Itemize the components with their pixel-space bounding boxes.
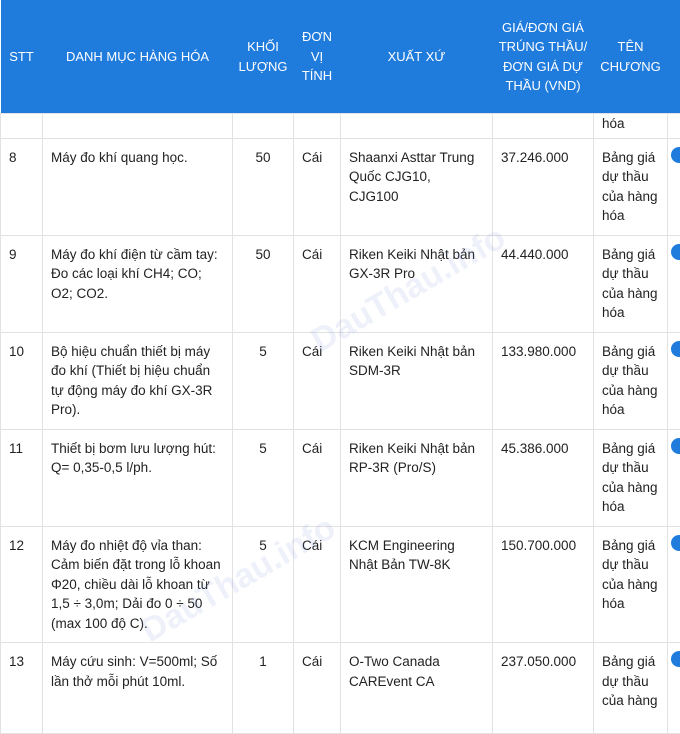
- origin-cell: Riken Keiki Nhật bản GX-3R Pro: [341, 235, 493, 332]
- header-price: GIÁ/ĐƠN GIÁ TRÚNG THẦU/ĐƠN GIÁ DỰ THẦU (…: [493, 0, 594, 114]
- stt-cell: 8: [1, 138, 43, 235]
- item-cell: Thiết bị bơm lưu lượng hút: Q= 0,35-0,5 …: [43, 429, 233, 526]
- chapter-cell: Bảng giá dự thầu của hàng hóa: [594, 138, 668, 235]
- origin-cell: Riken Keiki Nhật bản RP-3R (Pro/S): [341, 429, 493, 526]
- item-cell: Máy đo khí quang học.: [43, 138, 233, 235]
- item-cell: Máy đo khí điện từ cầm tay: Đo các loại …: [43, 235, 233, 332]
- origin-cell: Shaanxi Asttar Trung Quốc CJG10, CJG100: [341, 138, 493, 235]
- price-cell: 45.386.000: [493, 429, 594, 526]
- qty-cell: 5: [233, 429, 294, 526]
- origin-cell: Riken Keiki Nhật bản SDM-3R: [341, 332, 493, 429]
- price-cell: 237.050.000: [493, 643, 594, 734]
- origin-cell: O-Two Canada CAREvent CA: [341, 643, 493, 734]
- action-icon[interactable]: [671, 651, 680, 667]
- stt-cell: 10: [1, 332, 43, 429]
- table-row: hóa: [1, 114, 680, 139]
- header-extra: [668, 0, 680, 114]
- item-cell: Bộ hiệu chuẩn thiết bị máy đo khí (Thiết…: [43, 332, 233, 429]
- chapter-cell: Bảng giá dự thầu của hàng hóa: [594, 429, 668, 526]
- qty-cell: 5: [233, 526, 294, 643]
- action-icon[interactable]: [671, 535, 680, 551]
- price-cell: 44.440.000: [493, 235, 594, 332]
- unit-cell: Cái: [294, 526, 341, 643]
- action-icon[interactable]: [671, 341, 680, 357]
- qty-cell: 5: [233, 332, 294, 429]
- price-cell: 37.246.000: [493, 138, 594, 235]
- origin-cell: KCM Engineering Nhật Bản TW-8K: [341, 526, 493, 643]
- header-unit: ĐƠN VỊ TÍNH: [294, 0, 341, 114]
- header-chapter: TÊN CHƯƠNG: [594, 0, 668, 114]
- qty-cell: 50: [233, 138, 294, 235]
- unit-cell: Cái: [294, 138, 341, 235]
- chapter-cell: Bảng giá dự thầu của hàng hóa: [594, 235, 668, 332]
- item-cell: Máy đo nhiệt độ vỉa than: Cảm biến đặt t…: [43, 526, 233, 643]
- unit-cell: Cái: [294, 235, 341, 332]
- header-item: DANH MỤC HÀNG HÓA: [43, 0, 233, 114]
- chapter-cell: Bảng giá dự thầu của hàng hóa: [594, 526, 668, 643]
- price-cell: 150.700.000: [493, 526, 594, 643]
- action-icon[interactable]: [671, 147, 680, 163]
- header-qty: KHỐI LƯỢNG: [233, 0, 294, 114]
- stt-cell: 9: [1, 235, 43, 332]
- stt-cell: 13: [1, 643, 43, 734]
- action-icon[interactable]: [671, 438, 680, 454]
- action-icon[interactable]: [671, 244, 680, 260]
- chapter-cell: Bảng giá dự thầu của hàng hóa: [594, 332, 668, 429]
- stt-cell: 11: [1, 429, 43, 526]
- stt-cell: 12: [1, 526, 43, 643]
- unit-cell: Cái: [294, 429, 341, 526]
- chapter-cell: Bảng giá dự thầu của hàng: [594, 643, 668, 734]
- chapter-cell: hóa: [594, 114, 668, 139]
- qty-cell: 50: [233, 235, 294, 332]
- unit-cell: Cái: [294, 332, 341, 429]
- header-stt: STT: [1, 0, 43, 114]
- table-header: STT DANH MỤC HÀNG HÓA KHỐI LƯỢNG ĐƠN VỊ …: [1, 0, 680, 114]
- price-cell: 133.980.000: [493, 332, 594, 429]
- item-cell: Máy cứu sinh: V=500ml; Số lần thở mỗi ph…: [43, 643, 233, 734]
- header-origin: XUẤT XỨ: [341, 0, 493, 114]
- unit-cell: Cái: [294, 643, 341, 734]
- qty-cell: 1: [233, 643, 294, 734]
